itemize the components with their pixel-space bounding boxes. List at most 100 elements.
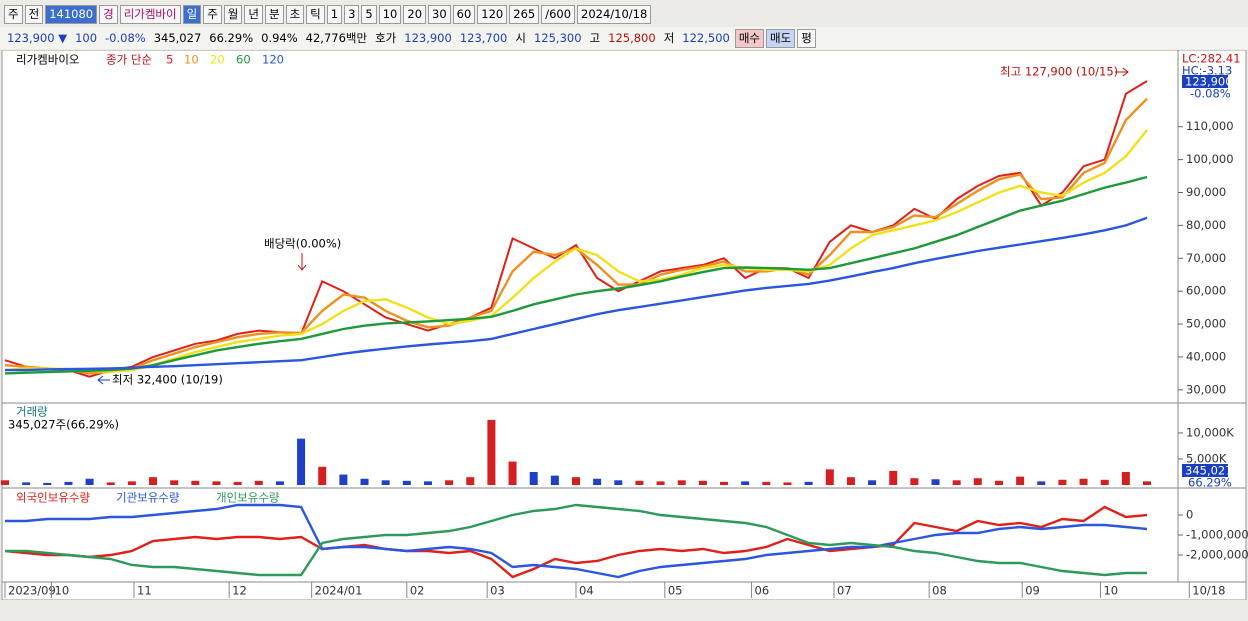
toolbar-item[interactable]: 주 (4, 4, 23, 24)
volume-bar (64, 481, 73, 485)
toolbar-item[interactable]: 월 (223, 4, 243, 24)
toolbar-item[interactable]: 주 (203, 4, 222, 24)
volume-bar (720, 481, 729, 485)
series-line (4, 80, 1148, 378)
y-tick-label: 80,000 (1186, 218, 1226, 232)
info-item[interactable]: 고 (589, 31, 601, 45)
toolbar-item[interactable]: /600 (541, 4, 576, 24)
y-tick-label: 10,000K (1186, 425, 1234, 439)
series-line (4, 505, 1148, 579)
volume-bar (127, 481, 136, 485)
toolbar-item[interactable]: 1 (326, 4, 343, 24)
volume-bar (656, 481, 665, 485)
y-tick-label: 60,000 (1186, 284, 1226, 298)
hc-label: HC:-3.13 (1182, 64, 1232, 78)
legend-entry: 60 (236, 53, 251, 67)
info-item[interactable]: 123,900 (404, 31, 452, 45)
y-tick-label: 110,000 (1186, 119, 1234, 133)
info-item[interactable]: 시 (515, 31, 526, 45)
x-tick-label: 03 (490, 584, 505, 598)
volume-bar (1100, 479, 1109, 485)
x-tick-label: 06 (755, 584, 770, 598)
volume-bar (339, 474, 348, 485)
pct-label: 66.29% (1188, 476, 1232, 490)
annotation: 배당락(0.00%) (264, 237, 341, 251)
toolbar-item[interactable]: 120 (477, 4, 508, 24)
volume-bar (43, 482, 52, 485)
volume-bar (1037, 481, 1046, 485)
toolbar-item[interactable]: 265 (509, 4, 540, 24)
toolbar-item[interactable]: 년 (244, 4, 263, 24)
arrow (1115, 67, 1129, 77)
x-tick-label: 11 (137, 584, 152, 598)
info-item[interactable]: 123,700 (459, 31, 508, 45)
toolbar-item[interactable]: 초 (285, 4, 305, 24)
arrow (297, 253, 307, 271)
info-item[interactable]: 125,300 (533, 31, 582, 45)
toolbar-item[interactable]: 60 (452, 4, 476, 24)
volume-bar (1121, 471, 1130, 485)
info-item[interactable]: 345,027 (153, 31, 202, 45)
volume-bar (635, 480, 644, 485)
info-item[interactable]: -0.08% (105, 31, 146, 45)
x-tick-label: 10 (1103, 584, 1118, 598)
toolbar-item[interactable]: 5 (361, 4, 377, 24)
volume-bar (572, 477, 580, 485)
toolbar-item[interactable]: 10 (378, 4, 402, 24)
legend-entry: 10 (184, 53, 199, 67)
series-line (4, 175, 1148, 375)
info-item[interactable]: 125,800 (608, 31, 656, 45)
toolbar-item[interactable]: 경 (99, 4, 118, 24)
volume-bar (952, 480, 961, 485)
volume-bar (762, 481, 771, 485)
toolbar-item[interactable]: 틱 (306, 4, 325, 24)
panel-subtitle: 345,027주(66.29%) (8, 418, 119, 432)
toolbar-item[interactable]: 일 (182, 4, 202, 24)
toolbar-item[interactable]: 141080 (45, 4, 98, 24)
volume-bar (423, 481, 432, 485)
toolbar-item[interactable]: 전 (24, 4, 44, 24)
chart: ◀ ▶ ⏮ ■ ⏭ 30,00040,00050,00060,00070,000… (1, 50, 1248, 600)
info-item[interactable]: 저 (663, 31, 675, 45)
volume-bar (825, 469, 834, 485)
volume-bar (1143, 481, 1151, 485)
toolbar-item[interactable]: 리가켐바이 (119, 4, 181, 24)
toolbar-item[interactable]: 2024/10/18 (577, 4, 652, 24)
volume-bar (677, 480, 686, 485)
info-item[interactable]: 100 (75, 31, 98, 45)
info-item[interactable]: 평 (797, 28, 816, 48)
info-item[interactable]: 0.94% (261, 31, 298, 45)
last-label: 123,900 (1185, 75, 1233, 89)
chart-bg (1, 50, 1247, 600)
toolbar-item[interactable]: 분 (264, 4, 284, 24)
volume-bar (85, 478, 94, 485)
info-item[interactable]: 호가 (375, 31, 397, 45)
toolbar-item[interactable]: 3 (344, 4, 360, 24)
volume-bar (593, 478, 602, 485)
volume-bar (931, 479, 940, 485)
volume-bar (445, 480, 454, 485)
volume-bar (275, 481, 284, 485)
volume-bar (22, 482, 31, 485)
info-item[interactable]: 66.29% (209, 31, 254, 45)
toolbar-item[interactable]: 20 (403, 4, 427, 24)
panel-title: 거래량 (16, 405, 48, 419)
last-box (1182, 464, 1228, 477)
volume-bar (360, 478, 369, 485)
info-item[interactable]: 매수 (734, 28, 765, 48)
volume-bar (973, 478, 982, 485)
x-tick-label: 02 (410, 584, 425, 598)
info-item[interactable]: 매도 (766, 28, 796, 48)
volume-bar (508, 461, 517, 485)
volume-bar (381, 480, 390, 485)
info-item[interactable]: 123,900 ▼ (7, 31, 68, 45)
y-tick-label: -2,000,000 (1186, 548, 1248, 562)
legend-entry: 기관보유수량 (116, 491, 180, 505)
info-item[interactable]: 42,776백만 (305, 31, 368, 45)
info-item[interactable]: 122,500 (682, 31, 730, 45)
volume-bar (529, 471, 538, 485)
volume-bar (910, 478, 919, 485)
toolbar-item[interactable]: 30 (428, 4, 451, 24)
y-tick-label: 30,000 (1186, 382, 1226, 396)
lc-label: LC:282.41 (1182, 52, 1241, 66)
